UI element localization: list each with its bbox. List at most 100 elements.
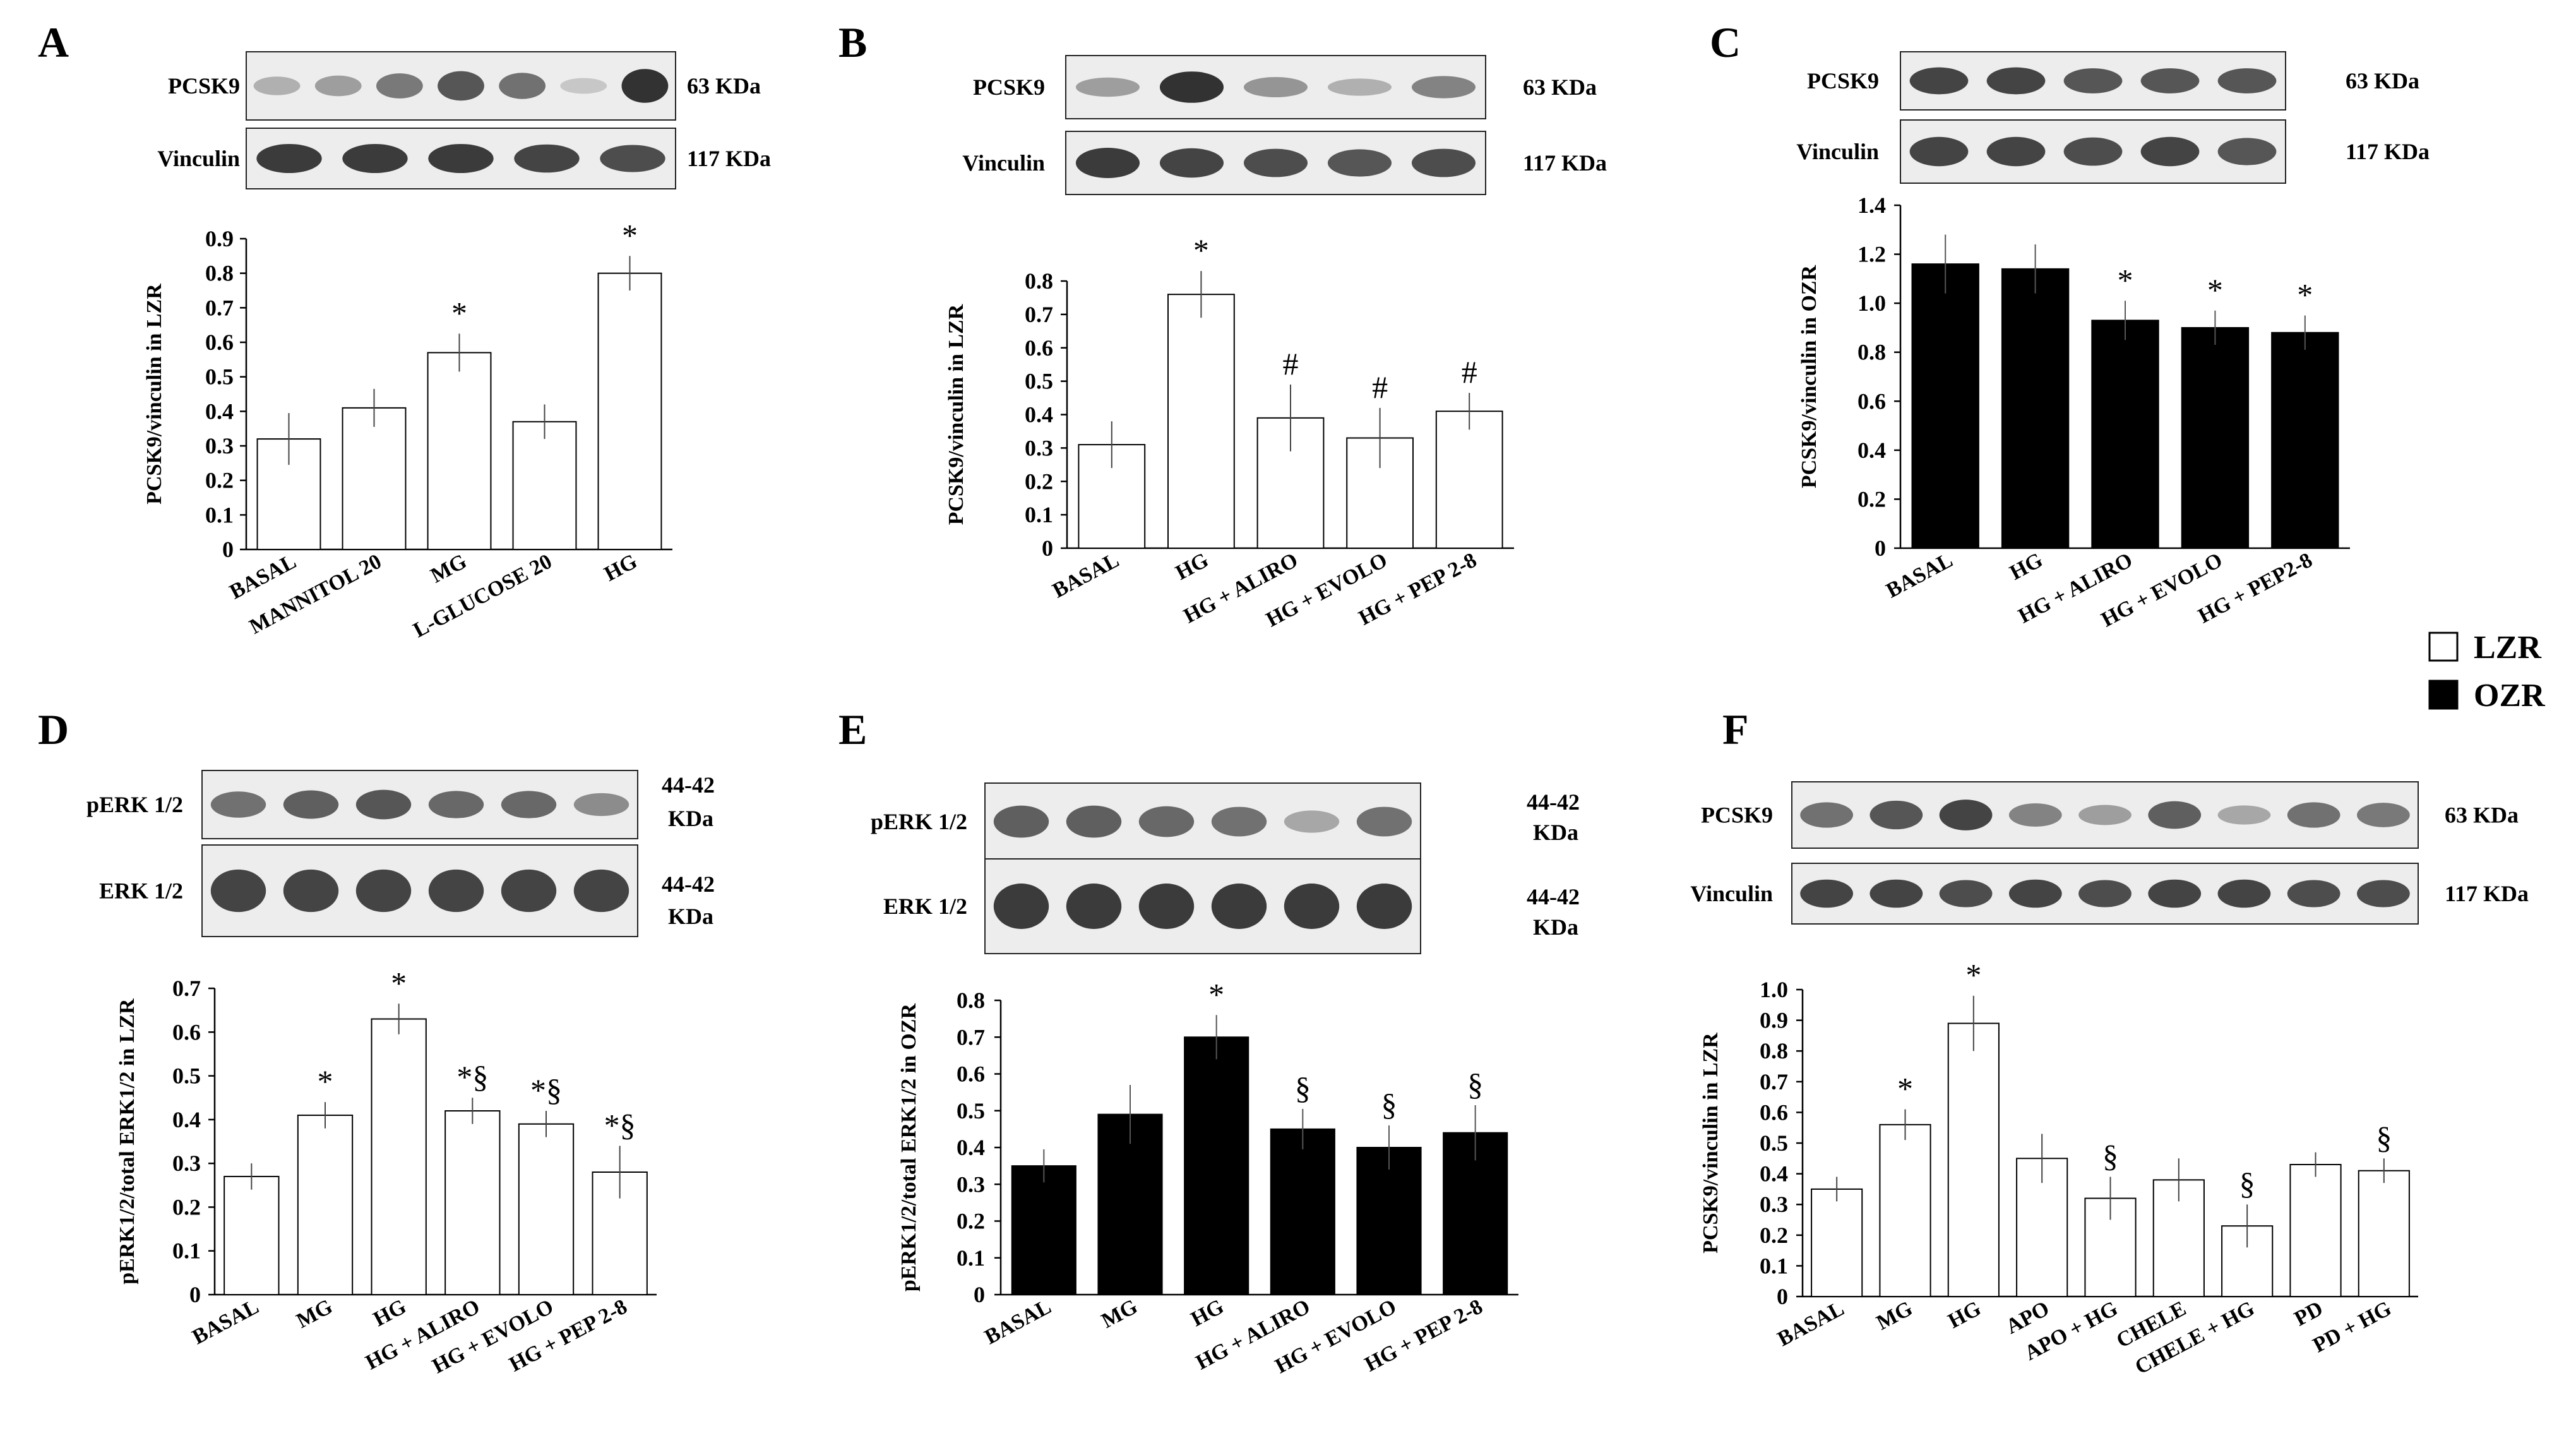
significance-mark: * bbox=[451, 295, 467, 330]
panel-letter: A bbox=[38, 18, 69, 66]
bar bbox=[342, 407, 407, 550]
blot-band bbox=[1411, 148, 1476, 177]
y-tick-label: 0 bbox=[222, 537, 234, 562]
blot-band bbox=[1356, 806, 1412, 837]
significance-mark: § bbox=[2102, 1138, 2118, 1173]
chart-b: 0 0.1 0.2 0.3 0.4 0.5 0.6 0.7 0.8 PCSK9/vinculin … bbox=[945, 232, 1514, 632]
blot-band bbox=[256, 143, 322, 174]
y-tick-label: 0.5 bbox=[1025, 369, 1053, 394]
y-tick-label: 0.3 bbox=[205, 433, 234, 458]
bar bbox=[1947, 1022, 2000, 1297]
category-label: MG bbox=[1873, 1297, 1916, 1334]
panel-c: C PCSK9 63 KDa Vinculin 117 KDa bbox=[1710, 18, 2430, 184]
blot-band bbox=[1939, 800, 1993, 830]
significance-mark: # bbox=[1283, 346, 1299, 381]
significance-mark: *§ bbox=[604, 1107, 636, 1142]
category-label: BASAL bbox=[981, 1295, 1055, 1349]
western-blot: ERK 1/2 44-42 KDa bbox=[99, 844, 715, 937]
y-tick-label: 0.9 bbox=[1760, 1008, 1788, 1033]
blot-band bbox=[1159, 148, 1224, 178]
western-blot: Vinculin 117 KDa bbox=[962, 131, 1607, 195]
y-axis-label: pERK1/2/total ERK1/2 in OZR bbox=[897, 1003, 921, 1291]
chart-c: 0 0.2 0.4 0.6 0.8 1.0 1.2 1.4 PCSK9/vinculin in … bbox=[1798, 193, 2350, 632]
blot-band bbox=[1986, 67, 2046, 95]
category-label: MG bbox=[427, 549, 470, 587]
bar bbox=[1443, 1132, 1508, 1295]
category-label: BASAL bbox=[1882, 548, 1956, 602]
y-tick-label: 1.2 bbox=[1857, 242, 1886, 267]
y-tick-label: 0.1 bbox=[1760, 1253, 1788, 1278]
category-label: MG bbox=[293, 1295, 337, 1333]
y-tick-label: 0.4 bbox=[1025, 402, 1053, 428]
y-tick-label: 1.4 bbox=[1857, 193, 1886, 218]
y-tick-label: 0.8 bbox=[1760, 1038, 1788, 1064]
y-tick-label: 0.5 bbox=[205, 364, 234, 390]
blot-band bbox=[2217, 805, 2271, 825]
blot-band bbox=[2287, 802, 2340, 828]
blot-band bbox=[2148, 801, 2202, 829]
blot-label: PCSK9 bbox=[1701, 803, 1773, 828]
y-tick-label: 0 bbox=[974, 1282, 985, 1307]
bar bbox=[2091, 320, 2159, 549]
bar bbox=[427, 352, 492, 551]
y-tick-label: 0.4 bbox=[1760, 1161, 1788, 1187]
significance-mark: § bbox=[2376, 1120, 2392, 1155]
significance-mark: § bbox=[1295, 1070, 1311, 1106]
blot-band bbox=[376, 73, 423, 99]
bar bbox=[512, 421, 577, 550]
blot-size: 117 KDa bbox=[687, 146, 771, 171]
blot-band bbox=[1800, 802, 1853, 828]
blot-band bbox=[514, 144, 580, 173]
blot-band bbox=[1986, 136, 2046, 167]
y-tick-label: 0.5 bbox=[172, 1064, 201, 1089]
blot-label: Vinculin bbox=[1690, 881, 1773, 906]
panel-letter: D bbox=[38, 705, 69, 753]
blot-size: 117 KDa bbox=[1523, 150, 1607, 176]
y-tick-label: 0.6 bbox=[1025, 335, 1053, 361]
blot-band bbox=[1138, 884, 1195, 929]
blot-size: KDa bbox=[668, 904, 713, 929]
blot-label: ERK 1/2 bbox=[99, 878, 183, 904]
category-label: HG + EVOLO bbox=[429, 1295, 558, 1378]
significance-mark: * bbox=[1897, 1071, 1913, 1106]
legend-swatch bbox=[2428, 680, 2459, 710]
y-tick-label: 0.3 bbox=[957, 1171, 985, 1197]
significance-mark: # bbox=[1462, 354, 1477, 390]
significance-mark: * bbox=[1208, 976, 1224, 1012]
legend-swatch bbox=[2428, 632, 2459, 662]
category-label: PD bbox=[2291, 1297, 2327, 1331]
blot-band bbox=[1800, 879, 1853, 908]
western-blot: PCSK9 63 KDa bbox=[1701, 781, 2519, 849]
blot-size: 63 KDa bbox=[1523, 75, 1597, 100]
bar bbox=[371, 1018, 427, 1295]
significance-mark: * bbox=[622, 217, 638, 253]
blot-band bbox=[1869, 800, 1923, 830]
y-tick-label: 0.5 bbox=[1760, 1130, 1788, 1156]
blot-membrane bbox=[984, 782, 1421, 861]
y-tick-label: 0 bbox=[1777, 1284, 1788, 1309]
blot-membrane bbox=[984, 858, 1421, 954]
category-label: HG bbox=[2006, 548, 2046, 585]
category-label: HG bbox=[1945, 1297, 1985, 1333]
blot-size: 117 KDa bbox=[2346, 139, 2430, 164]
western-blot: PCSK9 63 KDa bbox=[1807, 51, 2419, 111]
blot-band bbox=[1909, 67, 1969, 95]
category-label: HG bbox=[1187, 1295, 1227, 1331]
chart-d: 0 0.1 0.2 0.3 0.4 0.5 0.6 0.7 pERK1/2/total ERK1… bbox=[116, 965, 657, 1378]
blot-band bbox=[1211, 884, 1267, 929]
y-axis-label: PCSK9/vinculin in LZR bbox=[1699, 1033, 1722, 1254]
western-blot: pERK 1/2 44-42 KDa bbox=[86, 770, 715, 839]
chart-e: 0 0.1 0.2 0.3 0.4 0.5 0.6 0.7 0.8 pERK1/2/total E… bbox=[897, 976, 1518, 1378]
y-tick-label: 0.6 bbox=[1760, 1099, 1788, 1125]
y-tick-label: 0 bbox=[1875, 536, 1886, 561]
y-axis-label: PCSK9/vinculin in LZR bbox=[945, 304, 968, 525]
y-tick-label: 0.6 bbox=[172, 1019, 201, 1045]
western-blot: ERK 1/2 44-42 KDa bbox=[883, 858, 1580, 954]
significance-mark: # bbox=[1372, 369, 1388, 405]
significance-mark: § bbox=[1467, 1067, 1483, 1102]
category-label: PD + HG bbox=[2309, 1297, 2395, 1357]
y-tick-label: 0.5 bbox=[957, 1098, 985, 1123]
blot-band bbox=[1066, 805, 1122, 838]
